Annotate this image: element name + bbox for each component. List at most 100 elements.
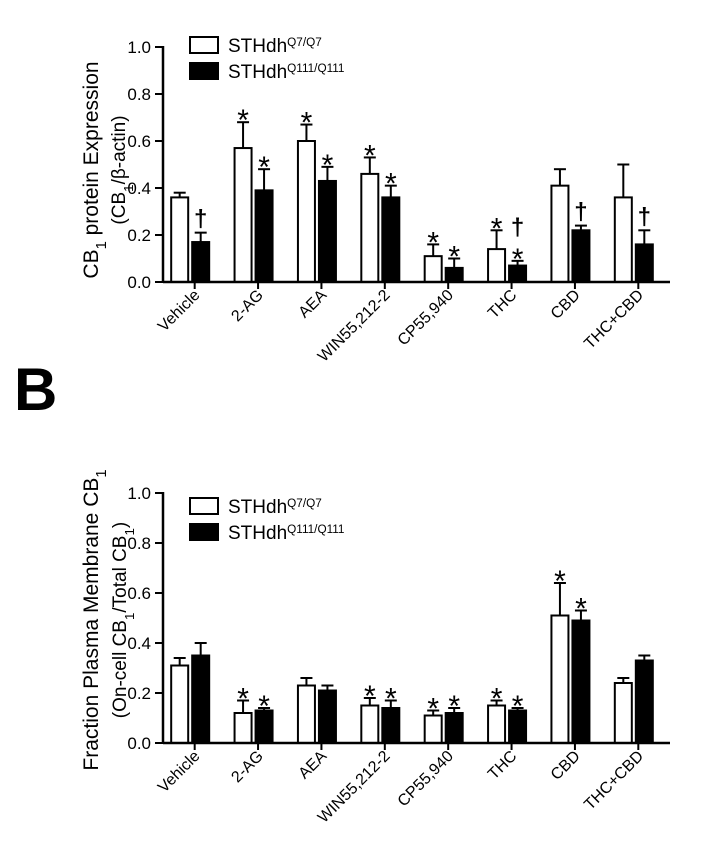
legend-swatch [189,523,219,541]
significance-mark: † [511,214,524,241]
legend-swatch [189,62,219,80]
y-tick-label: 0.4 [127,179,151,198]
bar [634,243,654,283]
x-tick-label: CP55,940 [395,748,457,810]
significance-mark: * [427,226,439,259]
bar [634,659,654,744]
y-tick-label: 0.6 [127,584,151,603]
significance-mark: * [237,104,249,137]
y-tick-label: 1.0 [127,484,151,503]
x-tick-label: CP55,940 [395,287,457,349]
bar [613,196,633,283]
y-tick-label: 0.2 [127,684,151,703]
significance-mark: * [385,168,397,201]
bar [317,179,337,283]
y-tick-label: 1.0 [127,38,151,57]
x-tick-label: AEA [296,287,331,322]
bar [571,619,591,744]
y-tick-label: 0.0 [127,273,151,292]
chart-b-y-title: Fraction Plasma Membrane CB1 (On-cell CB… [80,469,137,770]
bar [571,229,591,284]
x-tick-label: 2-AG [228,748,266,786]
x-tick-label: Vehicle [155,287,204,336]
bar [550,614,570,744]
bar [613,682,633,744]
bar [233,147,253,283]
bar [317,689,337,744]
legend-label: STHdhQ111/Q111 [228,523,344,545]
significance-mark: * [512,243,524,276]
y-tick-label: 0.2 [127,226,151,245]
x-tick-label: THC [485,748,520,783]
chart-b: Fraction Plasma Membrane CB1 (On-cell CB… [80,469,670,826]
y-tick-label: 0.0 [127,734,151,753]
y-tick-label: 0.8 [127,85,151,104]
bar [381,196,401,283]
svg-text:(On-cell CB1/Total CB1): (On-cell CB1/Total CB1) [110,522,137,718]
significance-mark: * [448,241,460,274]
chart-a-legend: STHdhQ7/Q7 STHdhQ111/Q111 [189,36,344,84]
chart-b-bars: * * * * * * * * * * [170,565,654,744]
y-tick-label: 0.4 [127,634,151,653]
significance-mark: * [512,690,524,723]
x-tick-label: Vehicle [155,748,204,797]
panel-b-letter: B [14,356,57,423]
bar [423,255,443,283]
svg-text:(CB1/β-actin): (CB1/β-actin) [109,115,136,224]
legend-label: STHdhQ111/Q111 [228,62,344,84]
bar [487,248,507,284]
significance-mark: † [194,206,207,233]
significance-mark: * [448,690,460,723]
y-tick-label: 0.6 [127,132,151,151]
chart-a-y-title: CB1 protein Expression (CB1/β-actin) [80,61,136,278]
significance-mark: * [258,690,270,723]
chart-b-legend: STHdhQ7/Q7 STHdhQ111/Q111 [189,497,344,545]
chart-a: CB1 protein Expression (CB1/β-actin) 0.0… [80,36,670,366]
bar [191,241,211,284]
significance-mark: † [574,199,587,226]
bar [233,712,253,744]
chart-b-y-ticks: 0.0 0.2 0.4 0.6 0.8 1.0 [127,484,163,753]
bar [170,196,190,283]
significance-mark: * [385,683,397,716]
significance-mark: * [575,593,587,626]
bar [296,684,316,744]
significance-mark: * [554,565,566,598]
x-tick-label: THC+CBD [581,748,647,814]
legend-label: STHdhQ7/Q7 [228,36,322,58]
significance-mark: * [322,149,334,182]
significance-mark: * [364,680,376,713]
svg-text:Fraction Plasma Membrane CB1: Fraction Plasma Membrane CB1 [80,469,110,770]
x-tick-label: CBD [548,748,584,784]
y-tick-label: 0.8 [127,534,151,553]
x-tick-label: AEA [296,748,331,783]
significance-mark: * [301,107,313,140]
chart-a-axes [161,46,670,289]
bar [191,654,211,744]
x-tick-label: CBD [548,287,584,323]
x-tick-label: THC [485,287,520,322]
significance-mark: * [237,683,249,716]
significance-mark: * [427,693,439,726]
bar [170,664,190,744]
significance-mark: * [491,683,503,716]
significance-mark: * [491,212,503,245]
chart-a-bars: * *** *†* *** *†† † [170,104,654,284]
x-tick-label: THC+CBD [581,287,647,353]
chart-b-axes [161,492,670,750]
significance-mark: * [364,139,376,172]
significance-mark: * [258,151,270,184]
bar [550,184,570,283]
svg-text:CB1 protein Expression: CB1 protein Expression [80,61,110,278]
bar [360,172,380,283]
bar [254,189,274,284]
legend-label: STHdhQ7/Q7 [228,497,322,519]
bar [296,140,316,283]
x-tick-label: 2-AG [228,287,266,325]
significance-mark: † [638,203,651,230]
chart-a-y-ticks: 0.0 0.2 0.4 0.6 0.8 1.0 [127,38,163,292]
legend-swatch [189,497,219,515]
